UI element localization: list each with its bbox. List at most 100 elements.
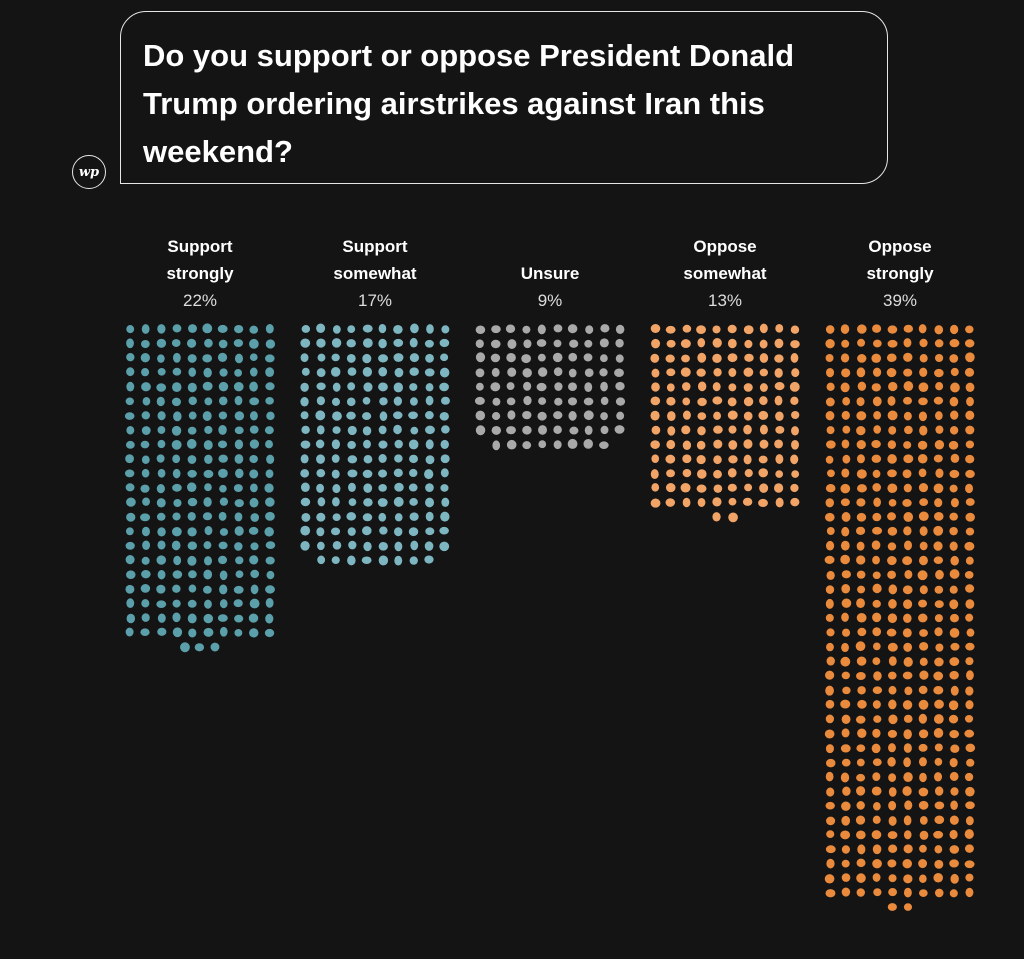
dot-support-somewhat <box>300 497 311 507</box>
dot-support-strongly <box>142 497 151 506</box>
dot-support-strongly <box>204 454 213 464</box>
dot-unsure <box>523 339 532 349</box>
dot-oppose-strongly <box>856 397 865 407</box>
dot-unsure <box>600 425 609 435</box>
dot-unsure <box>492 397 501 406</box>
dot-oppose-strongly <box>964 570 974 579</box>
dot-oppose-strongly <box>857 699 867 709</box>
dot-support-strongly <box>172 382 182 393</box>
dot-oppose-strongly <box>964 367 975 377</box>
dot-oppose-strongly <box>856 555 866 565</box>
dot-unsure <box>523 381 532 391</box>
dot-oppose-strongly <box>965 382 975 392</box>
dot-oppose-strongly <box>965 352 975 363</box>
dot-oppose-strongly <box>919 526 928 536</box>
dot-unsure <box>491 367 500 377</box>
dot-oppose-strongly <box>826 426 835 435</box>
dot-oppose-strongly <box>825 498 835 508</box>
dot-support-strongly <box>125 627 134 637</box>
dot-support-somewhat <box>378 323 387 334</box>
dot-support-somewhat <box>347 527 356 536</box>
dot-support-strongly <box>157 368 166 376</box>
dot-oppose-strongly <box>841 887 851 897</box>
dot-oppose-strongly <box>825 744 834 754</box>
dot-oppose-strongly <box>949 859 959 868</box>
dot-unsure <box>584 425 593 435</box>
dot-oppose-strongly <box>919 585 928 595</box>
dot-support-strongly <box>194 643 205 652</box>
dot-oppose-strongly <box>949 425 959 435</box>
category-label: Oppose somewhat 13% <box>645 233 805 314</box>
dot-support-somewhat <box>363 498 373 507</box>
dot-unsure <box>552 352 563 363</box>
dot-oppose-strongly <box>841 671 851 680</box>
dot-oppose-somewhat <box>680 339 691 349</box>
dot-support-somewhat <box>348 498 357 507</box>
dot-oppose-strongly <box>919 425 928 436</box>
dot-oppose-strongly <box>918 685 928 695</box>
dot-support-strongly <box>204 338 213 348</box>
dot-oppose-strongly <box>933 727 944 738</box>
dot-support-somewhat <box>348 482 356 492</box>
dot-oppose-strongly <box>841 873 851 882</box>
dot-support-somewhat <box>362 338 373 348</box>
dot-oppose-strongly <box>949 613 959 623</box>
dot-oppose-somewhat <box>744 353 754 362</box>
dot-support-strongly <box>249 338 259 349</box>
dot-support-strongly <box>264 628 275 638</box>
dot-support-somewhat <box>379 411 388 422</box>
dot-oppose-strongly <box>842 454 851 464</box>
dot-support-somewhat <box>316 323 326 334</box>
dot-oppose-strongly <box>872 469 881 478</box>
dot-support-somewhat <box>393 468 403 478</box>
dot-oppose-strongly <box>887 483 898 493</box>
dot-unsure <box>538 425 547 435</box>
dot-support-somewhat <box>347 469 358 478</box>
dot-oppose-strongly <box>904 425 913 435</box>
dot-oppose-strongly <box>825 325 835 334</box>
dot-oppose-strongly <box>841 612 849 622</box>
dot-unsure <box>553 339 562 348</box>
dot-oppose-strongly <box>966 758 975 767</box>
dot-oppose-strongly <box>856 656 867 666</box>
dot-oppose-strongly <box>935 468 944 478</box>
dot-support-somewhat <box>393 382 404 393</box>
dot-oppose-strongly <box>825 540 835 551</box>
dot-support-strongly <box>156 483 165 494</box>
dot-oppose-strongly <box>950 685 959 696</box>
dot-oppose-strongly <box>856 744 866 752</box>
dot-oppose-strongly <box>949 599 959 610</box>
dot-oppose-strongly <box>966 670 974 681</box>
dot-oppose-strongly <box>934 325 944 335</box>
dot-support-somewhat <box>300 353 309 363</box>
dot-oppose-strongly <box>842 628 851 637</box>
dot-support-somewhat <box>346 354 356 363</box>
dot-support-strongly <box>234 526 244 536</box>
dot-oppose-strongly <box>950 787 959 796</box>
dot-support-strongly <box>172 584 181 593</box>
dot-oppose-strongly <box>887 325 898 334</box>
dot-unsure <box>567 438 578 449</box>
dot-oppose-somewhat <box>665 454 676 464</box>
dot-oppose-strongly <box>934 614 943 623</box>
dot-oppose-strongly <box>965 873 974 882</box>
dot-oppose-strongly <box>917 440 928 450</box>
dot-oppose-strongly <box>841 526 850 537</box>
dot-oppose-strongly <box>872 700 881 709</box>
dot-oppose-strongly <box>933 525 944 536</box>
dot-oppose-strongly <box>918 468 927 478</box>
dot-oppose-strongly <box>903 599 913 610</box>
dot-oppose-strongly <box>873 715 882 723</box>
dot-support-somewhat <box>409 353 420 363</box>
dot-oppose-strongly <box>855 715 866 724</box>
dot-unsure <box>599 441 609 450</box>
dot-oppose-strongly <box>918 411 928 422</box>
dot-oppose-somewhat <box>667 426 676 436</box>
dot-oppose-strongly <box>902 858 913 869</box>
dot-oppose-strongly <box>933 454 943 463</box>
dot-oppose-strongly <box>872 772 881 781</box>
dot-oppose-strongly <box>887 454 897 464</box>
dot-support-somewhat <box>316 469 326 478</box>
dot-oppose-strongly <box>902 786 912 796</box>
dot-support-strongly <box>187 469 197 478</box>
